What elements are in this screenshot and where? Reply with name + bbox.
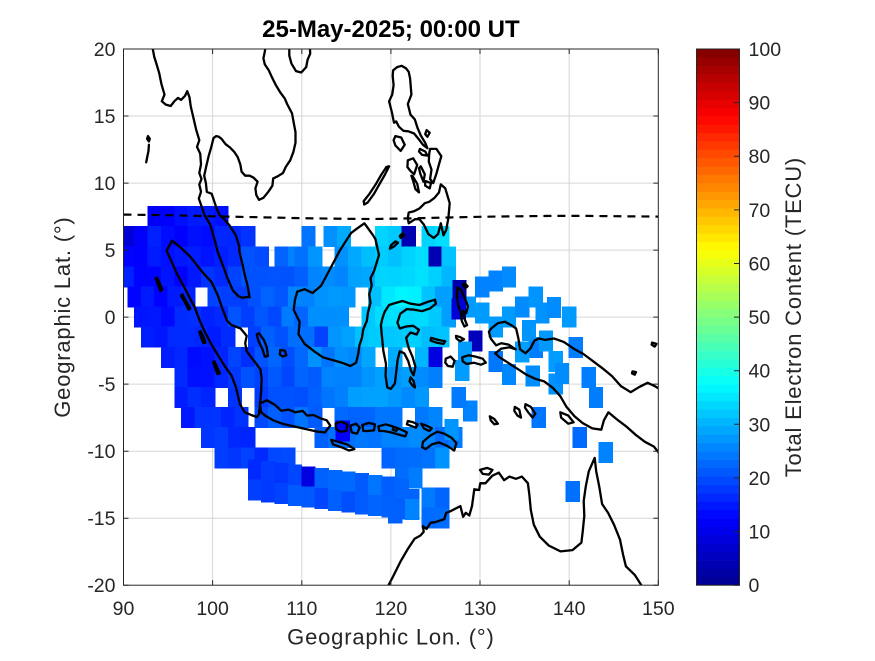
svg-text:Geographic Lon. (°): Geographic Lon. (°) xyxy=(287,625,494,650)
svg-text:130: 130 xyxy=(464,598,497,620)
svg-text:0: 0 xyxy=(105,307,116,329)
svg-text:40: 40 xyxy=(749,361,771,383)
svg-text:120: 120 xyxy=(375,598,408,620)
svg-text:5: 5 xyxy=(105,240,116,262)
svg-text:15: 15 xyxy=(94,106,116,128)
svg-text:100: 100 xyxy=(749,39,782,61)
svg-text:25-May-2025; 00:00 UT: 25-May-2025; 00:00 UT xyxy=(262,16,520,43)
svg-text:-20: -20 xyxy=(87,575,115,597)
svg-text:100: 100 xyxy=(196,598,229,620)
svg-text:-15: -15 xyxy=(87,508,115,530)
svg-text:10: 10 xyxy=(749,522,771,544)
svg-text:140: 140 xyxy=(553,598,586,620)
svg-text:110: 110 xyxy=(286,598,317,620)
svg-text:90: 90 xyxy=(113,598,135,620)
svg-text:50: 50 xyxy=(749,307,771,329)
svg-text:70: 70 xyxy=(749,200,771,222)
svg-text:90: 90 xyxy=(749,93,771,115)
svg-text:10: 10 xyxy=(94,173,116,195)
svg-text:30: 30 xyxy=(749,414,771,436)
svg-text:150: 150 xyxy=(642,598,675,620)
svg-text:60: 60 xyxy=(749,254,771,276)
svg-text:0: 0 xyxy=(749,575,760,597)
svg-text:-10: -10 xyxy=(87,441,115,463)
svg-text:-5: -5 xyxy=(98,374,115,396)
svg-text:80: 80 xyxy=(749,146,771,168)
svg-text:20: 20 xyxy=(749,468,771,490)
svg-text:Geographic Lat. (°): Geographic Lat. (°) xyxy=(50,216,75,417)
svg-text:Total Electron Content (TECU): Total Electron Content (TECU) xyxy=(781,157,806,477)
svg-text:20: 20 xyxy=(94,39,116,61)
